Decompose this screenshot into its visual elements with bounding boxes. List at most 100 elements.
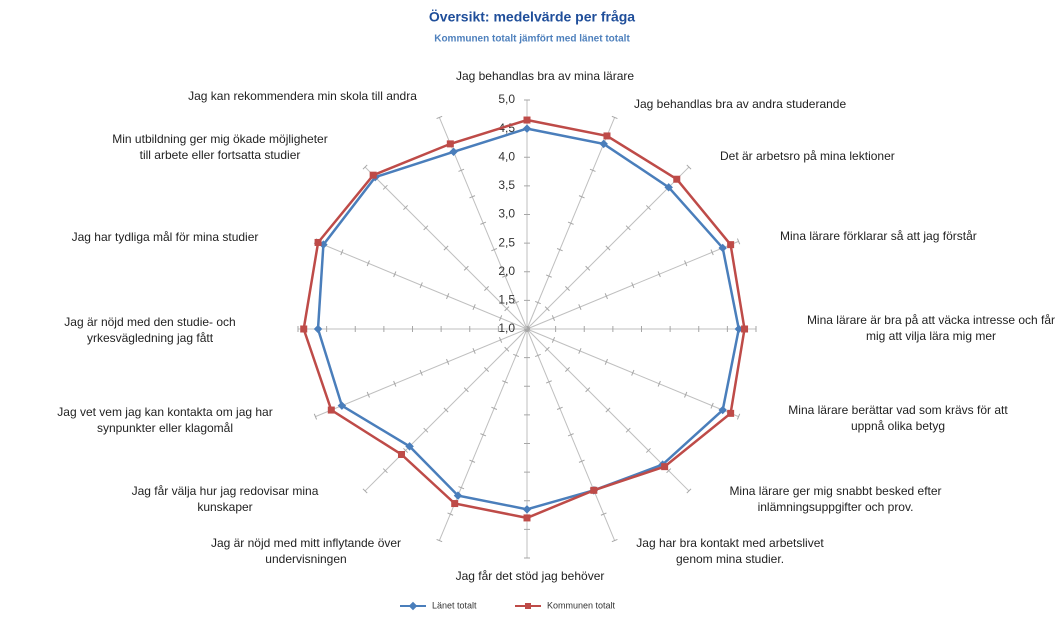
axis-tick [472,347,476,354]
axis-tick [585,387,591,393]
axis-tick [443,407,449,413]
category-label: Min utbildning ger mig ökade möjligheter… [112,132,328,162]
axis-tick [446,358,450,365]
point-marker [405,442,414,451]
category-label: Mina lärare berättar vad som krävs för a… [788,403,1008,433]
axis-tick [446,293,450,300]
point-marker [661,463,669,471]
axis-tick [565,367,570,372]
axis-tick [657,380,661,387]
axis-tick [604,293,608,300]
point-marker [603,132,611,140]
point-marker [451,500,459,508]
axis-tick [491,248,498,252]
axis-tick [551,315,556,322]
axis-tick [686,164,692,170]
axis-tick [736,413,741,420]
axis-tick [458,486,465,490]
category-label: Jag behandlas bra av andra studerande [634,97,847,111]
axis-tick [684,260,688,267]
point-marker [369,171,377,179]
category-label: Jag behandlas bra av mina lärare [455,69,635,83]
category-label: Jag har tydliga mål för mina studier [71,230,259,244]
axis-tick [578,459,585,463]
axis-tick [645,205,651,211]
point-marker [734,324,744,334]
axis-tick [436,115,443,120]
axis-tick [362,164,368,170]
point-marker [522,124,532,133]
axis-tick [463,265,469,271]
category-label: Jag är nöjd med mitt inflytande över und… [210,536,402,566]
point-marker [522,505,532,514]
axis-tick [498,315,503,322]
axis-tick [710,402,714,409]
category-label: Det är arbetsro på mina lektioner [720,149,895,163]
axis-tick [498,336,503,343]
axis-tick [551,336,556,343]
legend-marker [408,601,418,611]
axis-tick [403,205,409,211]
category-label: Mina lärare förklarar så att jag förstår [780,229,977,243]
axis-tick [605,245,611,251]
axis-tick [513,300,520,305]
axis-tick [545,274,552,278]
axis-tick [524,327,530,331]
axis-tick [366,391,370,398]
axis-tick [458,168,465,172]
axis-tick [556,406,563,410]
legend-marker [525,603,531,609]
axis-tick [484,367,489,372]
axis-tick [545,380,552,384]
point-marker [449,147,458,157]
category-label: Jag är nöjd med den studie- och yrkesväg… [64,315,236,345]
axis-tick [611,115,618,120]
y-tick-label: 1,0 [498,321,515,335]
axis-tick [366,260,370,267]
y-tick-label: 5,0 [498,92,515,106]
point-marker [727,409,735,417]
axis-tick [565,286,570,291]
y-tick-label: 2,0 [498,264,515,278]
axis-tick [313,413,318,420]
axis-tick [436,538,443,543]
axis-tick [684,391,688,398]
point-marker [673,175,681,183]
axis-tick [469,459,476,463]
point-marker [337,401,347,410]
axis-tick [502,274,509,278]
chart-title: Översikt: medelvärde per fråga [429,9,635,25]
axis-tick [403,447,409,453]
axis-tick [666,468,672,474]
axis-tick [443,245,449,251]
point-marker [741,325,749,333]
axis-tick [534,300,541,305]
axis-tick [504,346,510,352]
category-label: Jag vet vem jag kan kontakta om jag har … [57,405,273,435]
axis-tick [567,433,574,437]
axis-tick [502,380,509,384]
point-marker [590,486,598,494]
axis-tick [393,380,397,387]
point-marker [523,116,531,124]
category-label: Jag får välja hur jag redovisar mina kun… [131,484,319,514]
axis-tick [556,248,563,252]
axis-tick [423,427,429,433]
legend-label: Länet totalt [432,600,477,610]
axis-tick [544,346,550,352]
axis-tick [423,225,429,231]
axis-tick [657,271,661,278]
category-label: Mina lärare ger mig snabbt besked efter … [729,484,942,514]
legend-label: Kommunen totalt [547,600,616,610]
point-marker [453,491,463,500]
axis-tick [480,433,487,437]
chart-subtitle: Kommunen totalt jämfört med länet totalt [434,34,630,45]
axis-tick [625,427,631,433]
y-tick-label: 3,5 [498,178,515,192]
axis-tick [604,358,608,365]
point-marker [300,325,308,333]
axis-tick [419,282,423,289]
axis-tick [469,195,476,199]
